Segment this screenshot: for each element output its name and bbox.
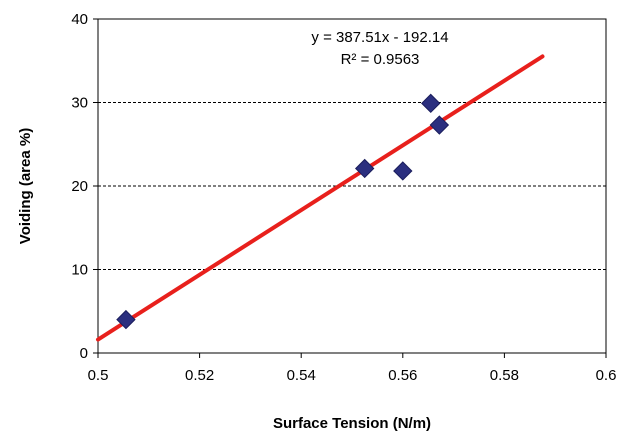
data-points [116,93,450,330]
x-tick-label: 0.54 [287,367,316,384]
x-tick-label: 0.5 [88,367,109,384]
x-tick-label: 0.56 [388,367,417,384]
trendline-equation: y = 387.51x - 192.14 [311,29,448,46]
data-point [116,309,136,330]
y-tick-label: 30 [71,95,88,112]
y-tick-label: 10 [71,262,88,279]
chart-text: y = 387.51x - 192.14 R² = 0.9563 Surface… [17,29,449,432]
data-point [421,93,441,114]
data-point [429,115,450,135]
data-point [393,161,413,181]
axis-ticks: 0.5 0.52 0.54 0.56 0.58 0.6 0 10 20 30 40 [71,11,616,384]
y-axis-title: Voiding (area %) [17,128,34,244]
gridlines [98,102,606,270]
data-point [354,158,375,179]
y-tick-label: 20 [71,178,88,195]
x-tick-label: 0.6 [596,367,617,384]
trendline-r-squared: R² = 0.9563 [341,51,420,68]
y-tick-label: 0 [80,345,88,362]
y-tick-label: 40 [71,11,88,28]
x-tick-label: 0.52 [185,367,214,384]
x-tick-label: 0.58 [490,367,519,384]
trendline [96,54,545,342]
trendline-group [96,54,545,342]
x-axis-title: Surface Tension (N/m) [273,415,431,432]
